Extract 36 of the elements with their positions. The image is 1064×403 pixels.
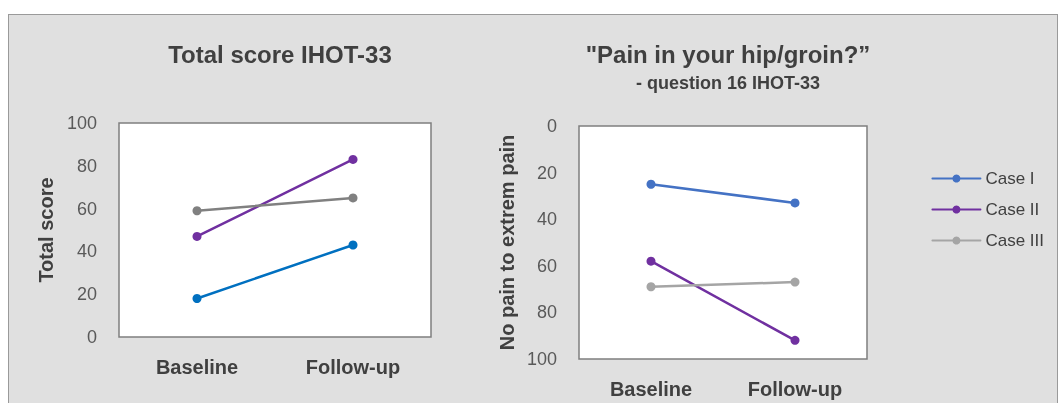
y-tick-label: 80 [76, 155, 97, 176]
chart-subtitle: - question 16 IHOT-33 [635, 73, 821, 93]
x-tick-label: Baseline [155, 356, 239, 378]
y-axis-title: No pain to extrem pain [496, 134, 518, 351]
point [348, 193, 358, 203]
legend-label: Case III [985, 231, 1045, 250]
y-axis-title: Total score [35, 177, 58, 283]
y-tick-label: 0 [86, 327, 97, 347]
point [790, 335, 800, 345]
y-tick-label: 100 [66, 113, 97, 133]
point [646, 256, 656, 266]
chart-title: Total score IHOT-33 [168, 40, 392, 68]
point [790, 198, 800, 208]
y-tick-label: 40 [76, 241, 97, 262]
legend-label: Case II [985, 200, 1040, 219]
point [192, 231, 202, 241]
y-tick-label: 0 [546, 116, 557, 136]
y-tick-label: 60 [536, 255, 557, 276]
point [348, 240, 358, 250]
x-tick-label: Follow-up [747, 378, 843, 400]
point [646, 282, 656, 292]
y-tick-label: 40 [536, 209, 557, 230]
x-tick-label: Follow-up [305, 356, 401, 378]
chart-title: "Pain in your hip/groin?” [585, 40, 871, 68]
y-tick-label: 20 [76, 284, 97, 305]
y-tick-label: 80 [536, 302, 557, 323]
point [192, 293, 202, 303]
point [790, 277, 800, 287]
y-tick-label: 100 [526, 349, 557, 369]
legend-label: Case I [985, 169, 1035, 188]
y-tick-label: 60 [76, 198, 97, 219]
x-tick-label: Baseline [609, 378, 693, 400]
y-tick-label: 20 [536, 162, 557, 183]
point [348, 154, 358, 164]
point [192, 206, 202, 216]
point [646, 179, 656, 189]
